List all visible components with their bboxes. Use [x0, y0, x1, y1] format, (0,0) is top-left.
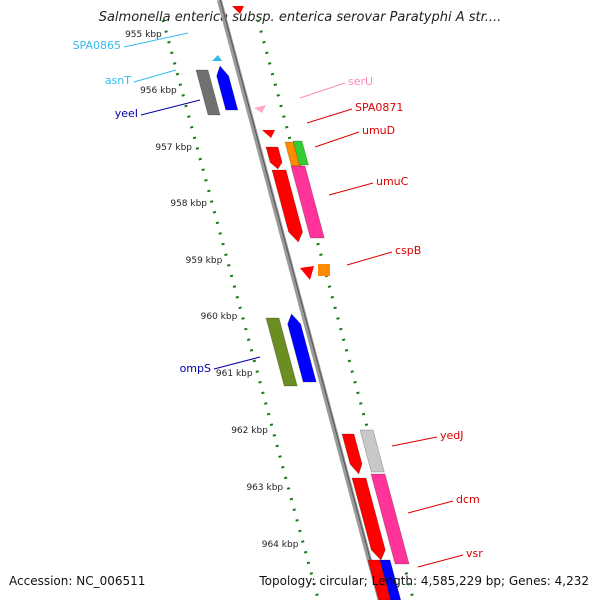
gene-umuD-block: [265, 146, 283, 170]
scale-track-right: [256, 19, 415, 600]
gene-yedJ-block: [341, 433, 363, 475]
accession-text: Accession: NC_006511: [9, 574, 146, 588]
genome-backbone-shadow: [219, 0, 382, 600]
gene-label: SPA0865: [73, 39, 121, 52]
gene-SPA0865-marker: [212, 55, 222, 61]
gene-umuC-block-2: [290, 165, 325, 239]
gene-callout-line: [140, 99, 201, 116]
kbp-label: 958 kbp: [170, 199, 207, 209]
gene-cspB-block: [318, 264, 330, 276]
gene-callout-line: [346, 251, 393, 266]
kbp-label: 964 kbp: [262, 540, 299, 550]
gene-asnT-block: [216, 65, 239, 111]
scale-track-left: [161, 19, 320, 600]
kbp-label: 963 kbp: [246, 483, 283, 493]
kbp-label: 959 kbp: [186, 256, 223, 266]
kbp-label: 960 kbp: [201, 312, 238, 322]
gene-label: asnT: [105, 74, 131, 87]
genome-summary-text: Topology: circular; Length: 4,585,229 bp…: [259, 574, 589, 588]
gene-dcm-block: [351, 477, 386, 561]
gene-label: ompS: [180, 362, 211, 375]
gene-serU-marker: [254, 105, 266, 113]
gene-umuD-block-3: [292, 140, 309, 166]
gene-callout-line: [306, 108, 353, 124]
genome-backbone: [216, 0, 383, 600]
gene-label: dcm: [456, 493, 480, 506]
gene-callout-line: [328, 182, 374, 196]
gene-callout-line: [133, 69, 177, 83]
gene-dcm-block-2: [370, 473, 410, 565]
gene-umuC-block: [271, 169, 304, 243]
gene-callout-line: [299, 82, 346, 99]
gene-label: umuC: [376, 175, 409, 188]
gene-ompS-block: [265, 317, 298, 387]
map-title: Salmonella enterica subsp. enterica sero…: [98, 10, 502, 25]
kbp-label: 955 kbp: [125, 30, 162, 40]
gene-cspB-marker: [300, 266, 314, 280]
gene-callout-line: [407, 500, 454, 514]
gene-vsr-block-2: [379, 559, 402, 600]
gene-callout-line: [314, 131, 360, 148]
gene-yedJ-block-2: [359, 429, 385, 473]
kbp-label: 956 kbp: [140, 86, 177, 96]
gene-label: cspB: [395, 244, 421, 257]
kbp-label: 961 kbp: [216, 369, 253, 379]
gene-callout-line: [391, 436, 438, 447]
kbp-label: 957 kbp: [155, 143, 192, 153]
gene-label: serU: [348, 75, 373, 88]
gene-callout-line: [123, 32, 189, 48]
gene-label: yedJ: [440, 429, 464, 442]
gene-vsr-block: [367, 559, 392, 600]
gene-label: SPA0871: [355, 101, 403, 114]
kbp-label: 962 kbp: [231, 426, 268, 436]
gene-label: umuD: [362, 124, 395, 137]
gene-label: yeeI: [115, 107, 138, 120]
gene-callout-line: [417, 554, 464, 568]
gene-SPA0871-marker: [262, 130, 275, 138]
gene-yeeI-block: [195, 69, 221, 116]
gene-top-marker: [232, 6, 244, 14]
gene-callout-line: [213, 356, 261, 370]
gene-label: vsr: [466, 547, 483, 560]
gene-ompS-block-2: [287, 313, 317, 383]
